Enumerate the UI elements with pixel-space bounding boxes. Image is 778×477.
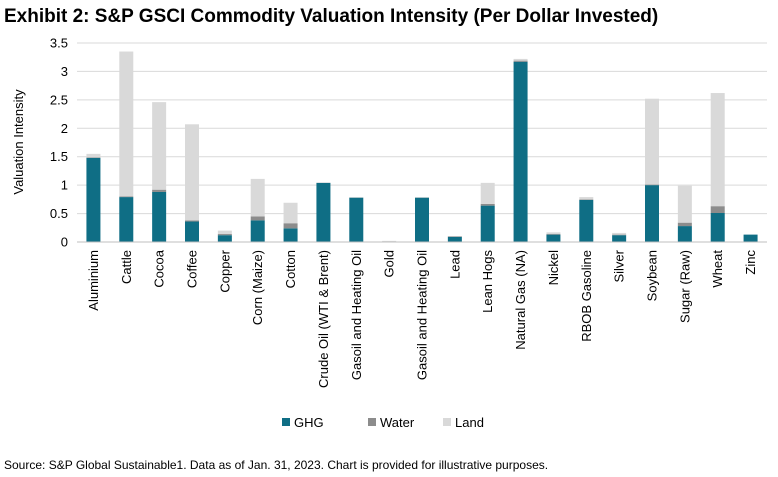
bar-water-18 — [677, 222, 692, 227]
bar-land-2 — [152, 102, 167, 190]
bar-land-4 — [217, 230, 232, 235]
legend-swatch-water — [368, 418, 376, 426]
bar-land-18 — [677, 185, 692, 223]
bar-land-13 — [513, 58, 528, 61]
bar-water-16 — [612, 234, 627, 236]
x-category-label: Gasoil and Heating Oil — [415, 250, 430, 380]
y-tick-label: 0.5 — [50, 206, 68, 221]
x-category-label: Coffee — [185, 250, 200, 288]
x-category-label: RBOB Gasoline — [579, 250, 594, 342]
bar-ghg-11 — [447, 236, 462, 242]
bar-water-17 — [645, 184, 659, 186]
bar-water-0 — [86, 157, 101, 158]
x-category-label: Gold — [382, 250, 397, 277]
x-category-label: Sugar (Raw) — [677, 250, 692, 323]
legend: GHG Water Land — [282, 415, 484, 430]
bar-water-14 — [546, 234, 561, 235]
x-category-label: Wheat — [710, 250, 725, 288]
x-category-label: Crude Oil (WTI & Brent) — [316, 250, 331, 388]
bar-ghg-12 — [480, 205, 495, 242]
bar-land-12 — [480, 182, 495, 204]
bar-water-6 — [283, 223, 298, 229]
bar-ghg-20 — [743, 234, 758, 242]
y-tick-label: 2 — [61, 121, 68, 136]
bar-water-15 — [579, 199, 594, 200]
bar-land-6 — [283, 202, 298, 224]
bar-land-17 — [645, 98, 659, 185]
y-axis-label: Valuation Intensity — [11, 89, 26, 195]
bar-water-1 — [119, 196, 134, 198]
bar-water-4 — [217, 234, 232, 236]
bar-ghg-0 — [86, 157, 101, 242]
bar-land-16 — [612, 232, 627, 235]
bar-land-5 — [250, 178, 265, 217]
bar-ghg-1 — [119, 197, 134, 242]
legend-label-ghg: GHG — [294, 415, 324, 430]
bar-ghg-17 — [645, 185, 659, 242]
x-category-label: Cotton — [283, 250, 298, 288]
bar-land-9 — [382, 240, 397, 242]
y-tick-label: 1.5 — [50, 149, 68, 164]
y-tick-label: 1 — [61, 178, 68, 193]
bar-ghg-15 — [579, 199, 594, 242]
bar-ghg-13 — [513, 61, 528, 243]
bar-ghg-4 — [217, 235, 232, 242]
x-category-label: Aluminium — [86, 250, 101, 311]
bar-land-3 — [185, 124, 199, 221]
source-note: Source: S&P Global Sustainable1. Data as… — [4, 458, 549, 472]
bar-water-3 — [185, 220, 199, 222]
bar-water-12 — [480, 203, 495, 206]
bar-land-10 — [415, 197, 429, 198]
x-category-label: Lead — [447, 250, 462, 279]
bar-water-19 — [710, 206, 725, 214]
bar-land-7 — [316, 182, 331, 183]
legend-label-water: Water — [380, 415, 415, 430]
bar-ghg-19 — [710, 213, 725, 242]
x-category-label: Silver — [612, 249, 627, 282]
legend-swatch-land — [443, 418, 451, 426]
bars — [86, 51, 758, 243]
y-tick-label: 2.5 — [50, 92, 68, 107]
bar-land-19 — [710, 93, 725, 207]
bar-land-8 — [349, 197, 364, 198]
x-axis-categories: Aluminium Cattle Cocoa Coffee Copper Corn (Ma… — [86, 249, 758, 388]
bar-land-0 — [86, 153, 101, 158]
bar-ghg-2 — [152, 191, 167, 242]
legend-swatch-ghg — [282, 418, 290, 426]
bar-land-15 — [579, 197, 594, 200]
x-category-label: Zinc — [743, 250, 758, 275]
y-tick-label: 0 — [61, 235, 68, 250]
bar-land-1 — [119, 51, 134, 197]
x-category-label: Nickel — [546, 250, 561, 286]
bar-water-13 — [513, 60, 528, 62]
bar-ghg-10 — [415, 197, 429, 242]
x-category-label: Lean Hogs — [480, 250, 495, 313]
bar-ghg-14 — [546, 234, 561, 242]
y-axis-ticks: 0 0.5 1 1.5 2 2.5 3 3.5 — [50, 36, 68, 250]
x-category-label: Copper — [217, 249, 232, 292]
legend-label-land: Land — [455, 415, 484, 430]
bar-water-11 — [447, 236, 462, 237]
bar-water-2 — [152, 189, 167, 192]
x-category-label: Natural Gas (NA) — [513, 250, 528, 350]
x-category-label: Gasoil and Heating Oil — [349, 250, 364, 380]
x-category-label: Cocoa — [152, 249, 167, 287]
x-category-label: Soybean — [645, 250, 660, 301]
bar-ghg-5 — [250, 220, 265, 242]
bar-ghg-3 — [185, 221, 199, 242]
bar-water-5 — [250, 216, 265, 221]
grid-lines — [77, 42, 767, 215]
bar-ghg-8 — [349, 197, 364, 242]
chart-title: Exhibit 2: S&P GSCI Commodity Valuation … — [4, 6, 659, 27]
bar-ghg-6 — [283, 228, 298, 242]
bar-ghg-18 — [677, 226, 692, 242]
x-category-label: Corn (Maize) — [250, 250, 265, 325]
bar-ghg-16 — [612, 235, 627, 242]
x-category-label: Cattle — [119, 250, 134, 284]
bar-ghg-7 — [316, 182, 331, 242]
y-tick-label: 3.5 — [50, 36, 68, 51]
bar-land-14 — [546, 232, 561, 235]
y-tick-label: 3 — [61, 64, 68, 79]
